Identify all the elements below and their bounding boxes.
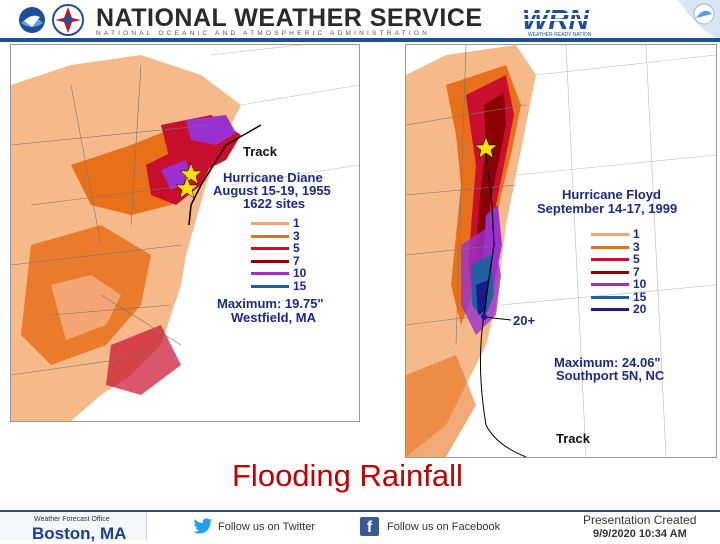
office-label: Weather Forecast Office	[34, 516, 110, 523]
diane-maximum: Maximum: 19.75"	[217, 296, 324, 311]
slide-header: NATIONAL WEATHER SERVICE NATIONAL OCEANI…	[0, 0, 720, 42]
diane-storm-name: Hurricane Diane	[223, 170, 323, 185]
slide-title: Flooding Rainfall	[232, 458, 463, 493]
track-star-icon	[179, 162, 203, 185]
floyd-storm-name: Hurricane Floyd	[562, 187, 661, 202]
office-name: Boston, MA	[32, 524, 127, 543]
presentation-date: 9/9/2020 10:34 AM	[593, 528, 687, 540]
footer-line	[0, 510, 720, 512]
twitter-icon[interactable]	[193, 518, 213, 535]
diane-dates: August 15-19, 1955	[213, 183, 331, 198]
noaa-logo-icon	[19, 7, 45, 33]
corner-noaa-icon	[678, 0, 720, 40]
diane-rainfall-map-image	[11, 45, 359, 421]
nws-title: NATIONAL WEATHER SERVICE	[96, 4, 483, 32]
wrn-logo-icon: WRN	[522, 6, 604, 32]
nws-subtitle: NATIONAL OCEANIC AND ATMOSPHERIC ADMINIS…	[96, 30, 430, 37]
track-star-icon	[474, 136, 498, 159]
slide-footer: Weather Forecast Office Boston, MA Follo…	[0, 510, 720, 543]
diane-maximum-location: Westfield, MA	[231, 310, 316, 325]
twitter-link[interactable]: Follow us on Twitter	[218, 521, 316, 533]
floyd-20plus-label: 20+	[513, 313, 536, 328]
floyd-track-label: Track	[556, 431, 590, 446]
hurricane-diane-map: Track Hurricane Diane August 15-19, 1955…	[10, 44, 360, 422]
wrn-subtitle: WEATHER-READY NATION	[528, 32, 592, 38]
floyd-maximum-location: Southport 5N, NC	[556, 368, 665, 383]
facebook-link[interactable]: Follow us on Facebook	[387, 521, 501, 533]
presentation-created-label: Presentation Created	[583, 513, 697, 527]
track-star-icon	[175, 176, 199, 199]
floyd-dates: September 14-17, 1999	[537, 201, 678, 216]
floyd-maximum: Maximum: 24.06"	[554, 355, 661, 370]
header-stripe	[0, 38, 720, 42]
hurricane-floyd-map: Hurricane Floyd September 14-17, 1999 1 …	[405, 44, 717, 458]
facebook-icon[interactable]: f	[360, 517, 379, 536]
diane-sites: 1622 sites	[243, 196, 306, 211]
diane-track-label: Track	[243, 144, 277, 159]
floyd-rainfall-map-image	[406, 45, 716, 457]
nws-logo-icon	[52, 4, 84, 36]
office-box: Weather Forecast Office Boston, MA	[0, 512, 147, 543]
